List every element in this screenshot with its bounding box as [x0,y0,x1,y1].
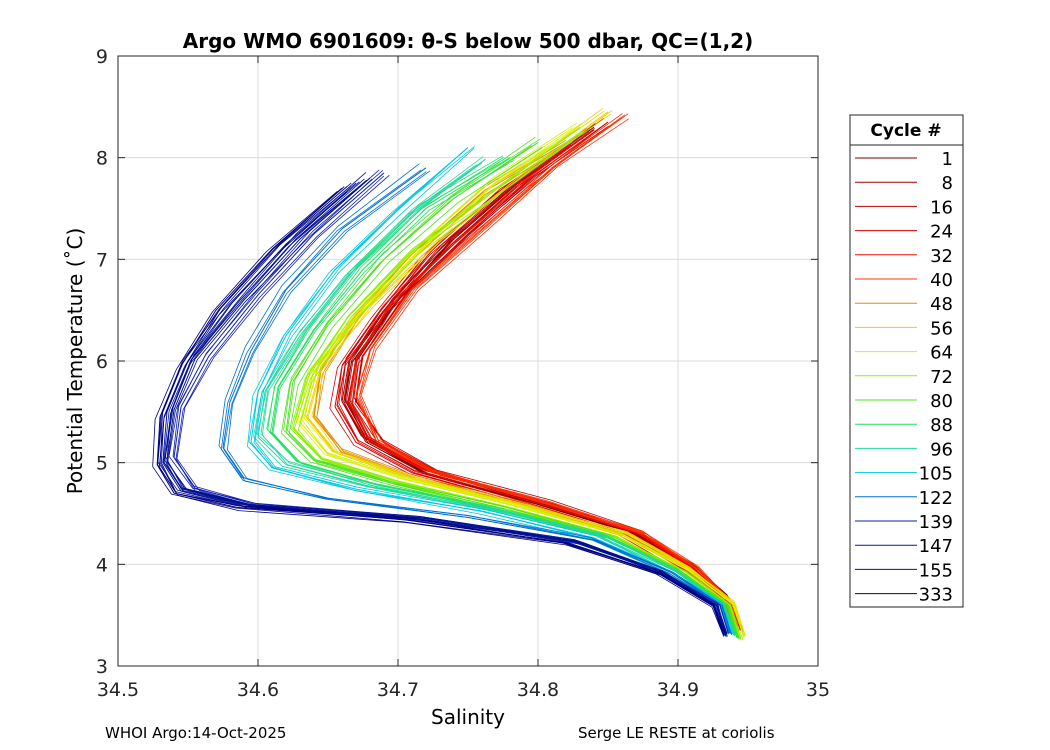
series-line-40-variant [359,118,744,632]
legend-label-80: 80 [930,391,953,412]
legend-title: Cycle # [870,121,941,141]
series-line-80-variant [283,136,738,639]
y-tick-label: 5 [96,453,108,475]
x-tick-label: 34.8 [517,679,559,701]
legend-label-8: 8 [942,173,953,194]
legend-label-155: 155 [919,560,953,581]
series-line-155-variant [167,178,727,634]
x-tick-label: 34.7 [377,679,419,701]
legend-label-88: 88 [930,415,953,436]
y-tick-label: 8 [96,148,108,170]
x-tick-label: 34.5 [97,679,139,701]
axis-ticks: 34.5 34.6 34.7 34.8 34.9 35 3 4 5 6 7 8 9 [96,46,830,701]
chart-title: Argo WMO 6901609: θ-S below 500 dbar, QC… [183,29,753,53]
series-line-155-variant [164,172,727,635]
legend-entries: 1 8 16 24 32 40 48 56 64 72 80 88 96 105 122 139 147 155 3… [855,149,953,606]
legend-label-64: 64 [930,343,953,364]
footer-left-credit: WHOI Argo:14-Oct-2025 [105,724,287,742]
x-axis-label: Salinity [431,705,505,729]
series-line-122-variant [220,169,730,634]
series-line-96 [257,162,735,636]
grid [118,56,818,666]
y-tick-label: 4 [96,554,108,576]
series-line-96-variant [256,156,737,635]
legend-label-32: 32 [930,246,953,267]
series-line-105-variant [248,148,733,634]
legend-label-333: 333 [919,585,953,606]
x-tick-label: 34.6 [237,679,279,701]
legend-label-1: 1 [942,149,953,170]
legend-label-56: 56 [930,318,953,339]
legend-label-48: 48 [930,294,953,315]
legend-label-16: 16 [930,197,953,218]
y-tick-label: 9 [96,46,108,68]
legend-label-122: 122 [919,488,953,509]
x-tick-label: 35 [806,679,830,701]
series-line-40-variant [358,114,745,633]
legend-label-105: 105 [919,464,953,485]
legend-box [849,114,964,608]
series-line-333-variant [160,186,725,637]
series-line-147-variant [163,181,728,637]
y-tick-label: 3 [96,656,108,678]
series-line-40-variant [355,113,743,631]
series-line-40-variant [359,113,744,633]
series-line-72-variant [292,131,741,639]
footer-right-credit: Serge LE RESTE at coriolis [578,724,775,742]
series-line-64-variant [301,123,744,637]
legend-label-72: 72 [930,367,953,388]
legend-label-96: 96 [930,439,953,460]
y-tick-label: 6 [96,351,108,373]
legend-label-139: 139 [919,512,953,533]
series-lines [152,108,746,641]
series-line-333-variant [152,190,725,637]
legend: Cycle # 1 8 16 24 32 40 48 56 64 72 80 88 96 105 122 13… [849,114,964,608]
y-axis-label: Potential Temperature (˚C) [63,228,87,495]
series-line-122-variant [226,170,733,636]
series-line-32-variant [343,131,740,631]
x-tick-label: 34.9 [657,679,699,701]
series-line-333 [156,187,725,636]
legend-label-40: 40 [930,270,953,291]
legend-label-147: 147 [919,536,953,557]
series-line-72-variant [297,131,744,640]
legend-label-24: 24 [930,222,953,243]
series-line-122-variant [218,163,729,634]
y-tick-label: 7 [96,249,108,271]
